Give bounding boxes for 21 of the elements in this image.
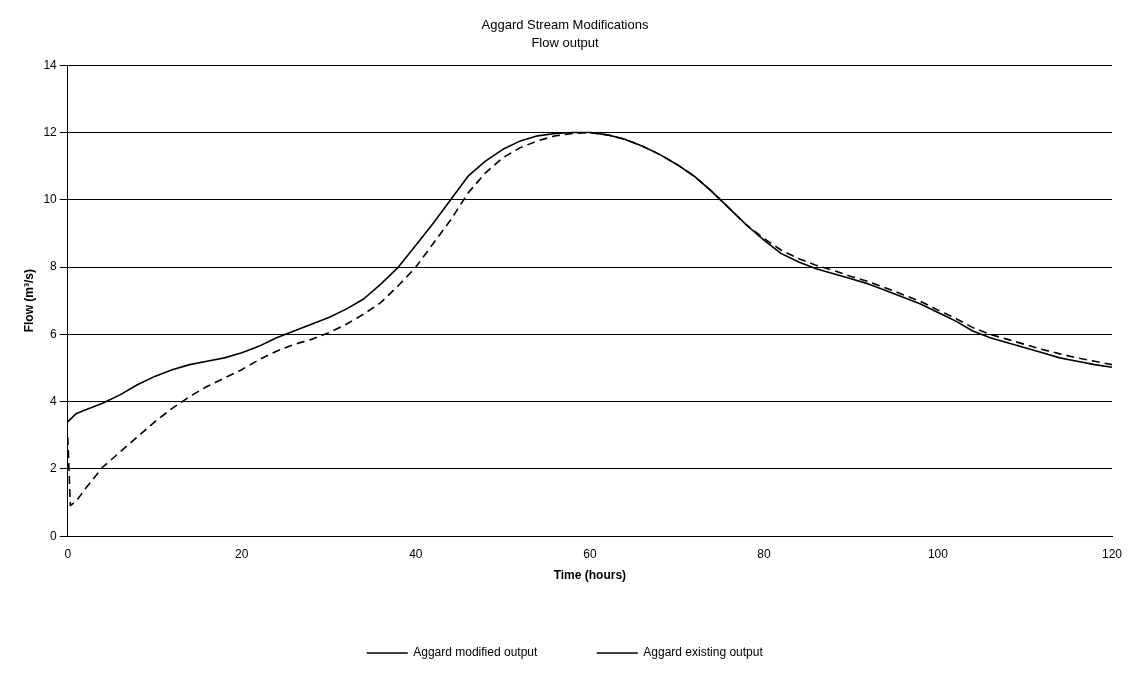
- y-tick-label: 8: [50, 259, 58, 274]
- x-tick-label: 40: [409, 546, 423, 561]
- y-axis-title: Flow (m³/s): [21, 269, 36, 333]
- x-axis-title: Time (hours): [553, 568, 627, 583]
- legend-label: Aggard modified output: [413, 645, 538, 660]
- x-tick-label: 100: [927, 546, 949, 561]
- y-tick-label: 4: [50, 393, 58, 408]
- x-tick-label: 80: [757, 546, 771, 561]
- x-tick-label: 20: [235, 546, 249, 561]
- x-tick-label: 120: [1101, 546, 1123, 561]
- x-tick-label: 0: [64, 546, 72, 561]
- y-tick-label: 2: [50, 461, 58, 476]
- chart-title: Aggard Stream Modifications: [481, 17, 649, 33]
- y-tick-label: 14: [43, 57, 58, 72]
- y-tick-label: 12: [43, 124, 58, 139]
- legend-label: Aggard existing output: [643, 645, 764, 660]
- x-tick-label: 60: [583, 546, 597, 561]
- y-tick-label: 10: [43, 192, 58, 207]
- y-tick-label: 6: [50, 326, 58, 341]
- y-tick-label: 0: [50, 528, 58, 543]
- chart-subtitle: Flow output: [531, 34, 599, 50]
